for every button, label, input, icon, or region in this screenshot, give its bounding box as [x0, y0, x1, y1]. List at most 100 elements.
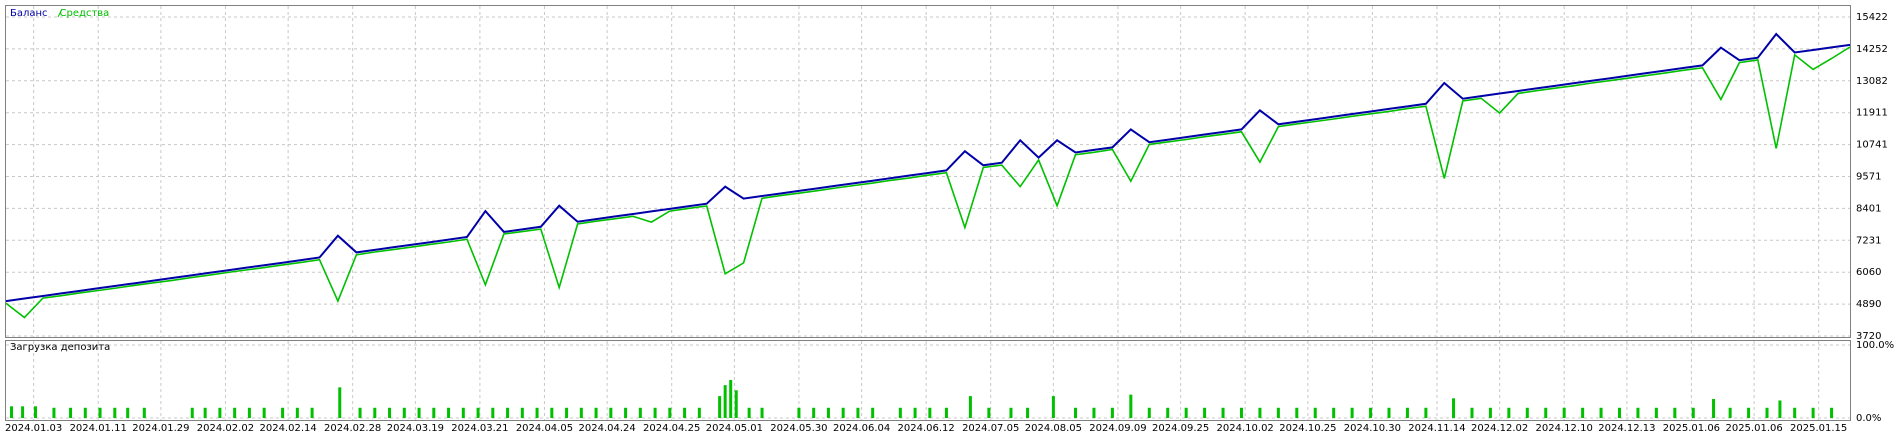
- bar: [1618, 407, 1621, 418]
- x-tick-label: 2024.01.03: [5, 423, 62, 434]
- bar: [535, 407, 539, 418]
- bar: [1811, 407, 1815, 418]
- bar: [1636, 407, 1640, 418]
- bar: [338, 387, 342, 418]
- series-line: [5, 32, 1851, 303]
- bar: [624, 407, 628, 418]
- bar: [461, 407, 465, 418]
- bar: [841, 407, 845, 418]
- bar: [476, 407, 480, 418]
- x-tick-label: 2024.04.05: [516, 423, 573, 434]
- y-tick-label: 9571: [1856, 172, 1881, 183]
- bar: [1452, 398, 1456, 418]
- bar: [747, 407, 751, 418]
- bar: [83, 407, 87, 418]
- bar: [1488, 407, 1492, 418]
- x-tick-label: 2024.02.14: [259, 423, 316, 434]
- bar: [233, 407, 237, 418]
- bar: [1074, 407, 1078, 418]
- bar: [1673, 407, 1677, 418]
- bar: [898, 407, 902, 418]
- x-tick-label: 2024.12.10: [1536, 423, 1593, 434]
- bar: [1691, 407, 1695, 418]
- bar: [1051, 396, 1055, 418]
- x-tick-label: 2024.02.02: [197, 423, 254, 434]
- bar: [190, 407, 194, 418]
- bar: [683, 407, 687, 418]
- bar: [1525, 407, 1529, 418]
- bar: [1239, 407, 1243, 418]
- bar: [388, 407, 392, 418]
- bar: [856, 407, 860, 418]
- bar: [944, 407, 948, 418]
- bar: [1258, 407, 1262, 418]
- bar: [52, 407, 56, 418]
- bar: [638, 407, 642, 418]
- bar: [1424, 407, 1428, 418]
- bar: [1778, 400, 1782, 418]
- bar: [1184, 407, 1188, 418]
- bar: [550, 407, 554, 418]
- bar: [579, 407, 583, 418]
- x-tick-label: 2024.11.14: [1408, 423, 1465, 434]
- bar: [812, 407, 816, 418]
- bar: [447, 407, 451, 418]
- x-tick-label: 2024.04.24: [579, 423, 636, 434]
- bar: [1369, 407, 1373, 418]
- bar: [565, 407, 569, 418]
- bar: [310, 407, 314, 418]
- y-tick-label: 10741: [1856, 140, 1888, 151]
- x-tick-label: 2024.01.29: [132, 423, 189, 434]
- bar: [358, 407, 362, 418]
- bar: [1544, 407, 1548, 418]
- y-tick-label: 15422: [1856, 12, 1888, 23]
- bar: [69, 407, 73, 418]
- bar: [1599, 407, 1603, 418]
- bar: [1765, 407, 1769, 418]
- y-tick-label: 100.0%: [1856, 340, 1894, 351]
- bar: [1147, 407, 1151, 418]
- y-tick-label: 0.0%: [1856, 413, 1881, 424]
- bar: [653, 407, 657, 418]
- x-tick-label: 2024.05.30: [770, 423, 827, 434]
- bar: [1221, 407, 1225, 418]
- x-tick-label: 2025.01.06: [1725, 423, 1782, 434]
- bar: [1092, 407, 1096, 418]
- bar: [113, 407, 117, 418]
- x-tick-label: 2024.09.09: [1089, 423, 1146, 434]
- bar: [1654, 407, 1658, 418]
- bar: [1793, 407, 1797, 418]
- bar: [1728, 407, 1732, 418]
- series-line: [5, 46, 1851, 319]
- y-tick-label: 6060: [1856, 267, 1881, 278]
- bar: [1166, 407, 1170, 418]
- x-tick-label: 2024.05.01: [706, 423, 763, 434]
- bar: [1129, 394, 1133, 418]
- bar: [928, 407, 932, 418]
- y-tick-label: 14252: [1856, 44, 1888, 55]
- bar: [21, 406, 25, 418]
- bar: [718, 396, 722, 418]
- x-tick-label: 2024.12.13: [1598, 423, 1655, 434]
- bar: [1562, 407, 1566, 418]
- bar: [1405, 407, 1409, 418]
- bar: [729, 380, 733, 418]
- bar: [295, 407, 299, 418]
- bar: [723, 385, 727, 418]
- x-tick-label: 2024.08.05: [1025, 423, 1082, 434]
- bar: [1470, 407, 1474, 418]
- bar: [126, 407, 130, 418]
- bar: [402, 407, 406, 418]
- x-tick-label: 2024.09.25: [1152, 423, 1209, 434]
- bar: [871, 407, 875, 418]
- bar: [491, 407, 495, 418]
- bar: [1332, 407, 1336, 418]
- bar: [1350, 407, 1354, 418]
- x-tick-label: 2025.01.15: [1790, 423, 1847, 434]
- x-tick-label: 2024.04.25: [643, 423, 700, 434]
- bar: [760, 407, 764, 418]
- bar: [432, 407, 436, 418]
- x-tick-label: 2024.03.21: [451, 423, 508, 434]
- bar: [506, 407, 510, 418]
